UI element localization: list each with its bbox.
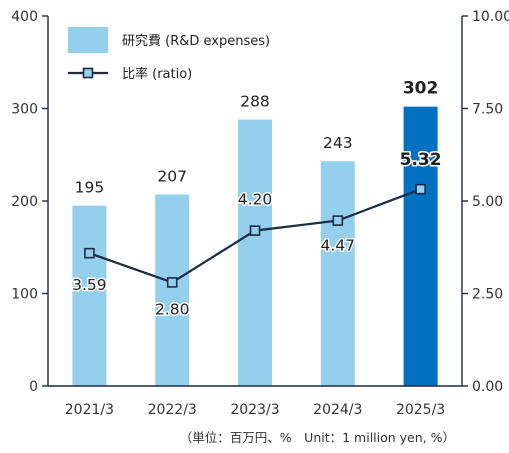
legend-line-label: 比率 (ratio) <box>122 66 192 82</box>
x-tick-label: 2024/3 <box>313 402 362 418</box>
right-tick-label: 10.00 <box>472 9 509 25</box>
left-tick-label: 200 <box>11 194 38 210</box>
legend-line-marker <box>82 67 94 79</box>
unit-note: （単位：百万円、% Unit：1 million yen, %） <box>180 430 455 445</box>
right-tick-label: 0.00 <box>472 379 503 395</box>
legend-bar-label: 研究費 (R&D expenses) <box>122 34 270 49</box>
bar-2022/3 <box>155 194 190 386</box>
left-tick-label: 300 <box>11 102 38 118</box>
ratio-point <box>415 183 426 195</box>
bar-2021/3 <box>72 205 107 386</box>
x-tick-label: 2025/3 <box>396 402 445 418</box>
left-tick-label: 0 <box>29 379 38 395</box>
ratio-value-label: 4.47 <box>321 237 356 255</box>
x-tick-label: 2023/3 <box>230 402 279 418</box>
left-tick-label: 100 <box>11 287 38 303</box>
bar-value-label: 288 <box>240 93 270 111</box>
x-tick-label: 2021/3 <box>65 402 114 418</box>
ratio-point <box>249 225 261 236</box>
bar-2023/3 <box>238 119 272 386</box>
bar-value-label: 207 <box>157 168 187 186</box>
ratio-point <box>166 277 178 288</box>
legend-bar-swatch <box>68 27 108 53</box>
right-tick-label: 7.50 <box>472 102 503 118</box>
bar-value-label: 195 <box>75 179 105 197</box>
ratio-value-label: 2.80 <box>155 300 190 318</box>
ratio-point <box>84 247 95 259</box>
ratio-value-label: 3.59 <box>72 276 107 294</box>
ratio-point <box>332 215 344 226</box>
ratio-value-label: 5.32 <box>400 150 442 170</box>
bar-value-label: 243 <box>323 134 353 152</box>
ratio-value-label: 4.20 <box>238 191 273 209</box>
right-tick-label: 5.00 <box>472 194 503 210</box>
bar-2025/3 <box>403 106 438 387</box>
bar-value-label: 302 <box>403 79 439 99</box>
left-tick-label: 400 <box>11 9 38 25</box>
bar-2024/3 <box>320 161 355 386</box>
right-tick-label: 2.50 <box>472 287 503 303</box>
x-tick-label: 2022/3 <box>148 402 197 418</box>
